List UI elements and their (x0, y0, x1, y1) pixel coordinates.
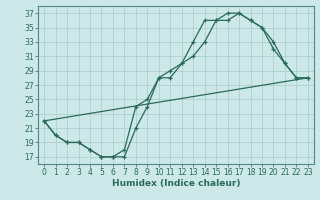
X-axis label: Humidex (Indice chaleur): Humidex (Indice chaleur) (112, 179, 240, 188)
